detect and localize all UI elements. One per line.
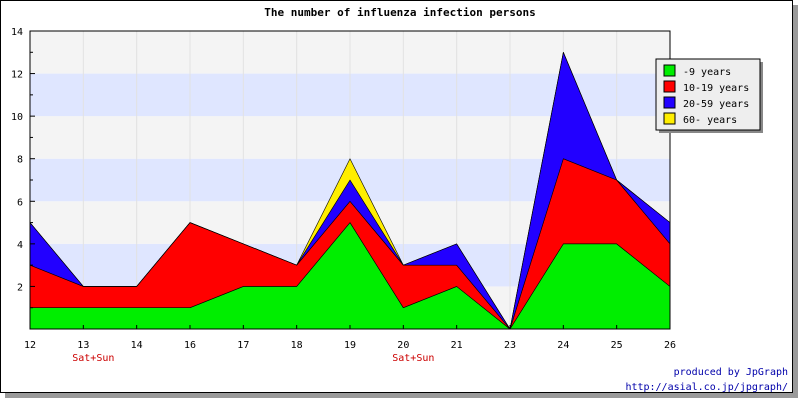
x-tick-label-0: 12 bbox=[24, 340, 36, 351]
x-tick-label-7: 20 bbox=[397, 340, 409, 351]
x-tick-label-2: 14 bbox=[131, 340, 143, 351]
footer-credit: produced by JpGraph bbox=[674, 367, 788, 378]
x-tick-label-8: 21 bbox=[451, 340, 463, 351]
x-tick-label-12: 26 bbox=[664, 340, 676, 351]
legend-swatch-1 bbox=[663, 64, 676, 77]
legend-swatch-2 bbox=[663, 80, 676, 93]
x-note-0: Sat+Sun bbox=[72, 353, 114, 364]
y-axis-ticks: 2 4 6 8 10 12 14 bbox=[11, 27, 35, 309]
x-tick-label-4: 17 bbox=[237, 340, 249, 351]
x-tick-label-1: 13 bbox=[77, 340, 89, 351]
legend-label-1: -9 years bbox=[683, 67, 731, 78]
legend-label-4: 60- years bbox=[683, 115, 737, 126]
legend-label-2: 10-19 years bbox=[683, 83, 749, 94]
x-note-1: Sat+Sun bbox=[392, 353, 434, 364]
chart-title: The number of influenza infection person… bbox=[264, 6, 536, 19]
x-tick-label-9: 23 bbox=[504, 340, 516, 351]
legend-label-3: 20-59 years bbox=[683, 99, 749, 110]
x-tick-label-10: 24 bbox=[557, 340, 569, 351]
y-tick-label-1: 4 bbox=[17, 240, 23, 251]
footer-url: http://asial.co.jp/jpgraph/ bbox=[625, 382, 788, 393]
legend-swatch-3 bbox=[663, 96, 676, 109]
x-tick-label-6: 19 bbox=[344, 340, 356, 351]
y-tick-label-3: 8 bbox=[17, 155, 23, 166]
x-axis-notes: Sat+Sun Sat+Sun bbox=[72, 353, 434, 364]
x-tick-label-5: 18 bbox=[291, 340, 303, 351]
x-axis-ticks: 12 13 14 16 17 18 19 20 21 23 24 25 26 bbox=[24, 325, 676, 351]
y-tick-label-4: 10 bbox=[11, 112, 23, 123]
legend-swatch-4 bbox=[663, 112, 676, 125]
x-tick-label-11: 25 bbox=[611, 340, 623, 351]
y-tick-label-0: 2 bbox=[17, 282, 23, 293]
x-tick-label-3: 16 bbox=[184, 340, 196, 351]
legend: -9 years 10-19 years 20-59 years 60- years bbox=[655, 58, 763, 133]
y-tick-label-6: 14 bbox=[11, 27, 23, 38]
y-tick-label-5: 12 bbox=[11, 70, 23, 81]
y-tick-label-2: 6 bbox=[17, 197, 23, 208]
